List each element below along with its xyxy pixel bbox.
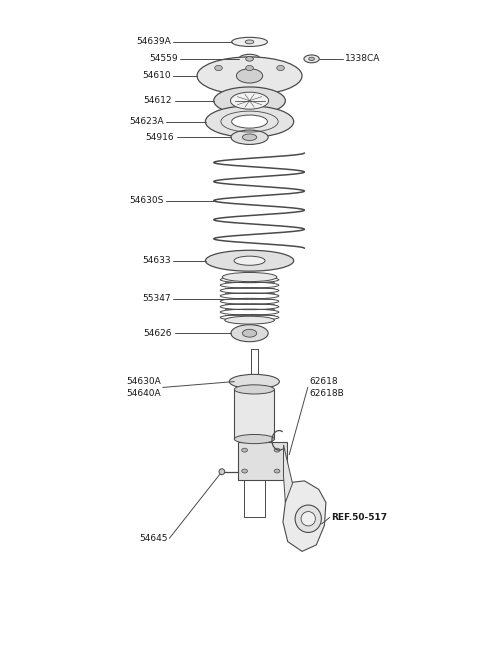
Ellipse shape (301, 512, 315, 526)
Ellipse shape (246, 56, 253, 61)
Text: 54630S: 54630S (129, 196, 164, 205)
Ellipse shape (234, 434, 275, 443)
Text: 62618B: 62618B (309, 389, 344, 398)
Ellipse shape (239, 54, 260, 64)
Ellipse shape (245, 40, 254, 44)
Ellipse shape (229, 375, 279, 389)
Ellipse shape (222, 272, 277, 281)
Ellipse shape (234, 385, 275, 394)
Text: 54639A: 54639A (136, 37, 171, 47)
Polygon shape (234, 390, 275, 439)
Ellipse shape (237, 69, 263, 83)
Ellipse shape (242, 134, 257, 140)
Text: 54645: 54645 (139, 534, 168, 543)
Ellipse shape (225, 316, 275, 324)
Ellipse shape (309, 57, 314, 60)
Ellipse shape (231, 130, 268, 144)
Text: 54626: 54626 (144, 329, 172, 338)
Ellipse shape (242, 469, 248, 473)
Text: 54612: 54612 (144, 96, 172, 105)
Ellipse shape (231, 325, 268, 342)
Text: 54916: 54916 (145, 133, 174, 142)
Text: 54610: 54610 (142, 72, 171, 80)
Polygon shape (284, 445, 292, 502)
Ellipse shape (274, 469, 280, 473)
Ellipse shape (232, 37, 267, 47)
Ellipse shape (219, 469, 225, 475)
Text: 62618: 62618 (309, 377, 338, 386)
Text: 1338CA: 1338CA (345, 54, 380, 64)
Polygon shape (238, 441, 287, 480)
Ellipse shape (242, 329, 257, 337)
Ellipse shape (214, 87, 285, 114)
Ellipse shape (234, 256, 265, 265)
Ellipse shape (274, 448, 280, 452)
Text: REF.50-517: REF.50-517 (331, 513, 387, 522)
Ellipse shape (205, 251, 294, 271)
Ellipse shape (242, 448, 248, 452)
Text: 54640A: 54640A (127, 389, 161, 398)
Text: 55347: 55347 (142, 294, 171, 303)
Text: 54559: 54559 (149, 54, 178, 64)
Ellipse shape (304, 55, 319, 63)
Ellipse shape (205, 106, 294, 137)
Text: 54623A: 54623A (129, 117, 164, 126)
Ellipse shape (295, 505, 322, 533)
Ellipse shape (197, 57, 302, 95)
Ellipse shape (215, 66, 222, 71)
Text: 54633: 54633 (142, 256, 171, 265)
Polygon shape (283, 481, 326, 552)
Ellipse shape (277, 66, 284, 71)
Ellipse shape (232, 115, 267, 128)
Ellipse shape (230, 92, 269, 109)
Ellipse shape (246, 66, 253, 71)
Text: 54630A: 54630A (127, 377, 161, 386)
